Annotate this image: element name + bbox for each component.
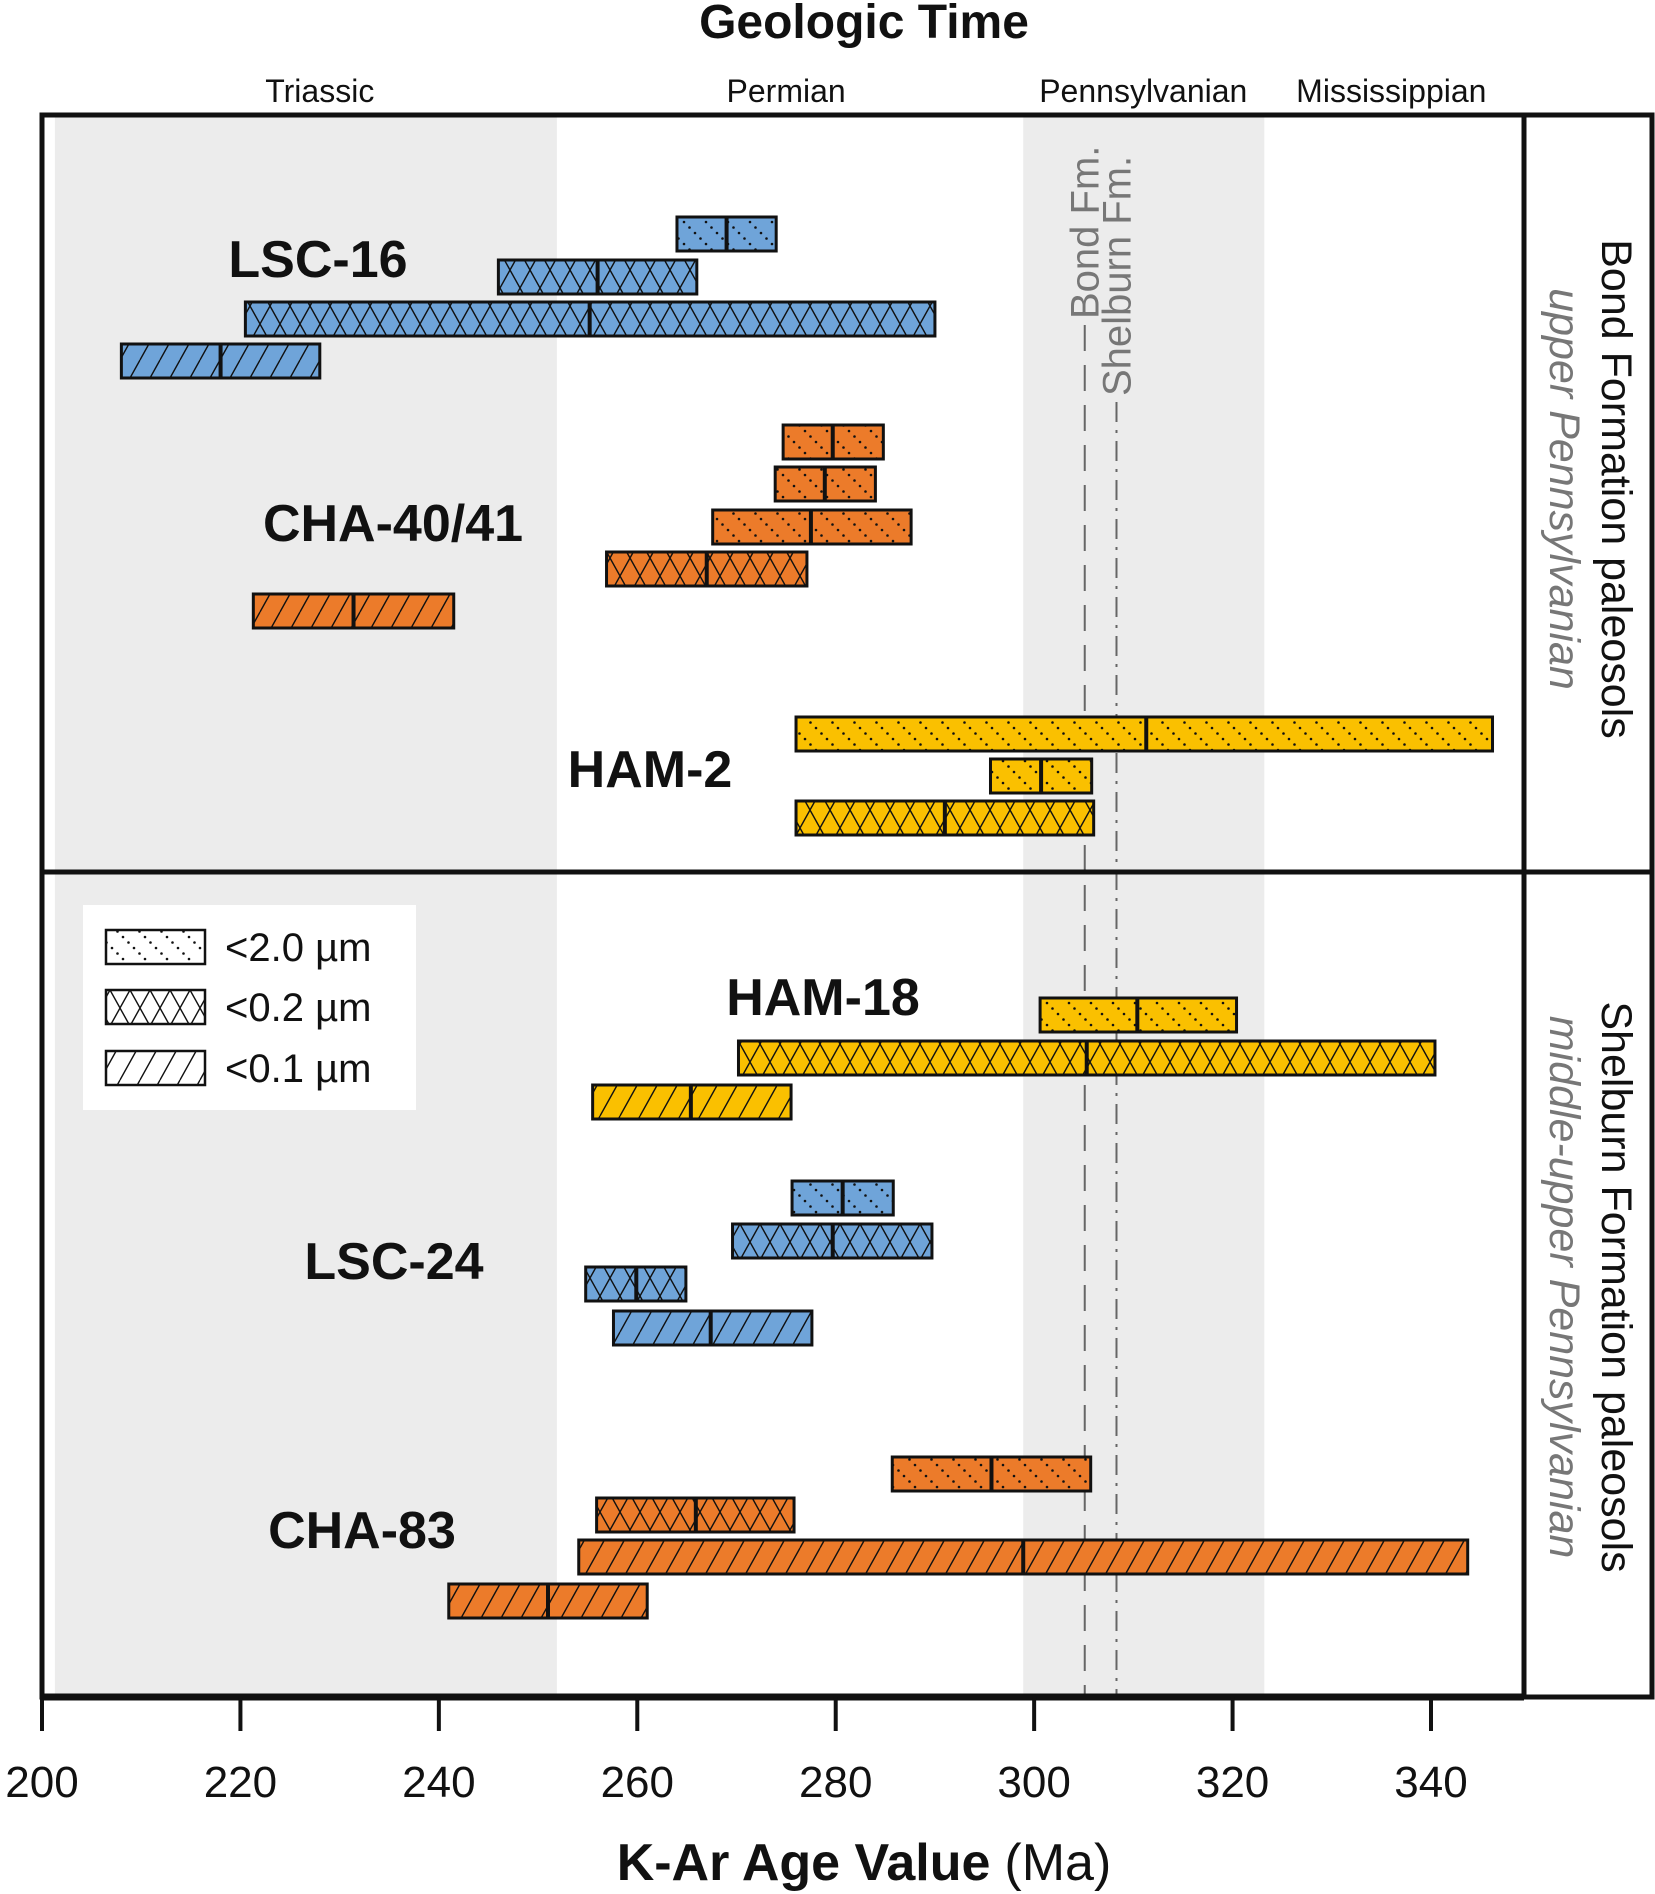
legend-label-medium: <0.2 µm (225, 986, 371, 1030)
panel-sublabel-shelburn: middle-upper Pennsylvanian (1540, 1016, 1588, 1559)
sample-label: LSC-16 (228, 231, 407, 289)
x-tick-label: 280 (799, 1758, 872, 1807)
x-tick-label: 260 (601, 1758, 674, 1807)
sample-labels: LSC-16 CHA-40/41 HAM-2 HAM-18 LSC-24 CHA-83 (228, 231, 919, 1560)
x-axis-label-unit: (Ma) (1004, 1834, 1111, 1892)
legend-swatch-medium (104, 988, 207, 1026)
x-tick-label: 320 (1196, 1758, 1269, 1807)
panel-sublabel-bond: upper Pennsylvanian (1540, 288, 1588, 690)
sample-label: LSC-24 (304, 1233, 483, 1291)
side-label-frame (1521, 112, 1655, 1700)
x-tick-label: 200 (5, 1758, 78, 1807)
legend-label-fine: <0.1 µm (225, 1047, 371, 1091)
x-tick-label: 300 (997, 1758, 1070, 1807)
x-tick-label: 220 (204, 1758, 277, 1807)
x-tick-label: 340 (1394, 1758, 1467, 1807)
shaded-range-1 (1023, 115, 1265, 1697)
reference-line-label: Bond Fm. (1064, 146, 1108, 319)
x-axis-ticks: 200 220 240 260 280 300 320 340 (5, 1697, 1468, 1807)
period-label: Triassic (265, 73, 374, 109)
sample-label: HAM-18 (726, 969, 920, 1027)
period-labels: Triassic Permian Pennsylvanian Mississippia… (265, 73, 1486, 109)
legend-label-coarse: <2.0 µm (225, 926, 371, 970)
legend-swatch-fine (104, 1049, 207, 1087)
legend: <2.0 µm <0.2 µm <0.1 µm (83, 905, 416, 1110)
reference-line-label: Shelburn Fm. (1095, 156, 1139, 396)
x-axis-label-main: K-Ar Age Value (617, 1834, 991, 1892)
sample-label: HAM-2 (568, 741, 733, 799)
sample-label: CHA-83 (268, 1502, 456, 1560)
legend-swatch-coarse (104, 928, 207, 966)
x-tick-label: 240 (402, 1758, 475, 1807)
chart-title: Geologic Time (699, 0, 1029, 49)
panel-label-bond: Bond Formation paleosols (1592, 239, 1640, 739)
period-label: Pennsylvanian (1039, 73, 1247, 109)
period-label: Permian (727, 73, 846, 109)
bars (119, 215, 1495, 1620)
panel-label-shelburn: Shelburn Formation paleosols (1592, 1001, 1640, 1572)
sample-label: CHA-40/41 (263, 495, 523, 553)
x-axis-label: K-Ar Age Value (Ma) (617, 1834, 1112, 1892)
period-label: Mississippian (1296, 73, 1486, 109)
